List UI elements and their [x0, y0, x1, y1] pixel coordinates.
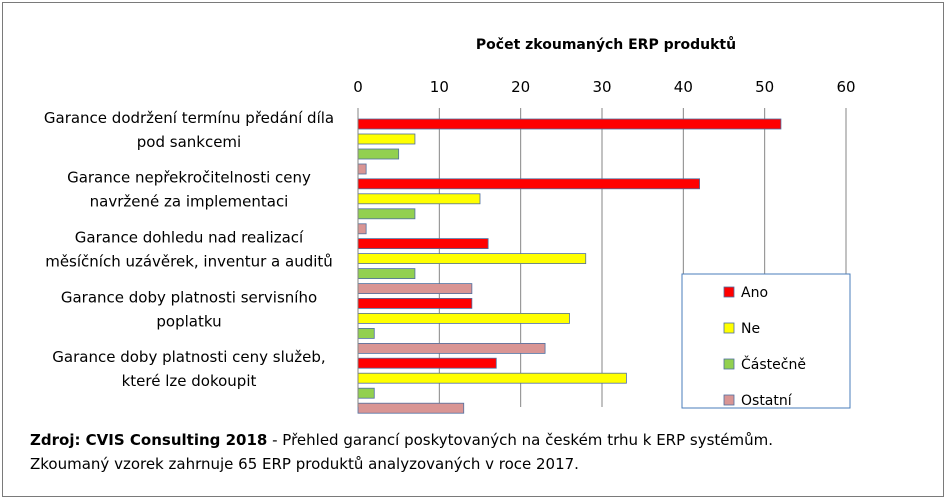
bar-Ano — [357, 297, 473, 309]
legend-swatch — [723, 286, 735, 298]
category-label: měsíčních uzávěrek, inventur a auditů — [45, 253, 333, 271]
source-description: - Přehled garancí poskytovaných na české… — [267, 431, 774, 449]
bar-Ne — [357, 133, 416, 145]
x-tick-label: 20 — [511, 78, 530, 96]
x-tick-label: 10 — [430, 78, 449, 96]
category-label: Garance dohledu nad realizací — [75, 229, 304, 247]
bar-Ano — [357, 178, 701, 190]
bar-Ne — [357, 253, 587, 265]
x-tick-labels: 0 10 20 30 40 50 60 — [353, 78, 855, 96]
category-label: pod sankcemi — [137, 133, 241, 151]
source-note: Zdroj: CVIS Consulting 2018 - Přehled ga… — [30, 428, 930, 476]
category-labels: Garance dodržení termínu předání díla pod… — [44, 109, 334, 390]
legend-label: Ostatní — [741, 393, 793, 409]
legend-box — [681, 273, 851, 409]
x-tick-label: 0 — [353, 78, 363, 96]
bar-Částečně — [357, 327, 375, 339]
category-label: Garance nepřekročitelnosti ceny — [67, 169, 311, 187]
bar-Částečně — [357, 268, 416, 280]
bar-Částečně — [357, 208, 416, 220]
bar-Ne — [357, 193, 481, 205]
bar-Ostatní — [357, 402, 465, 414]
bar-Ano — [357, 357, 497, 369]
legend-swatch — [723, 394, 735, 406]
category-label: Garance doby platnosti servisního — [61, 288, 317, 306]
bar-Ostatní — [357, 223, 367, 235]
legend-label: Ne — [741, 321, 760, 337]
x-tick-label: 60 — [836, 78, 855, 96]
bar-Částečně — [357, 387, 375, 399]
legend-swatch — [723, 322, 735, 334]
category-label: Garance doby platnosti ceny služeb, — [52, 348, 325, 366]
x-tick-label: 40 — [674, 78, 693, 96]
legend-label: Částečně — [741, 355, 806, 373]
source-label: Zdroj: CVIS Consulting 2018 — [30, 431, 268, 449]
bar-Ostatní — [357, 283, 473, 295]
chart-title: Počet zkoumaných ERP produktů — [476, 36, 736, 53]
legend-label: Ano — [741, 285, 768, 301]
bar-Ano — [357, 238, 489, 250]
bar-Ostatní — [357, 163, 367, 175]
category-label: které lze dokoupit — [122, 372, 257, 390]
legend: Ano Ne Částečně Ostatní — [681, 273, 851, 409]
x-tick-label: 30 — [592, 78, 611, 96]
bar-Částečně — [357, 148, 400, 160]
source-line-2: Zkoumaný vzorek zahrnuje 65 ERP produktů… — [30, 455, 579, 473]
bar-Ano — [357, 118, 782, 130]
legend-swatch — [723, 358, 735, 370]
category-label: Garance dodržení termínu předání díla — [44, 109, 334, 127]
bar-Ne — [357, 372, 627, 384]
bar-chart: Počet zkoumaných ERP produktů 0 10 20 30 40 5… — [44, 36, 856, 414]
bar-Ostatní — [357, 342, 546, 354]
source-line-1: Zdroj: CVIS Consulting 2018 - Přehled ga… — [30, 428, 930, 452]
bar-Ne — [357, 312, 570, 324]
category-label: navržené za implementaci — [90, 193, 289, 211]
x-tick-label: 50 — [755, 78, 774, 96]
category-label: poplatku — [156, 312, 221, 330]
